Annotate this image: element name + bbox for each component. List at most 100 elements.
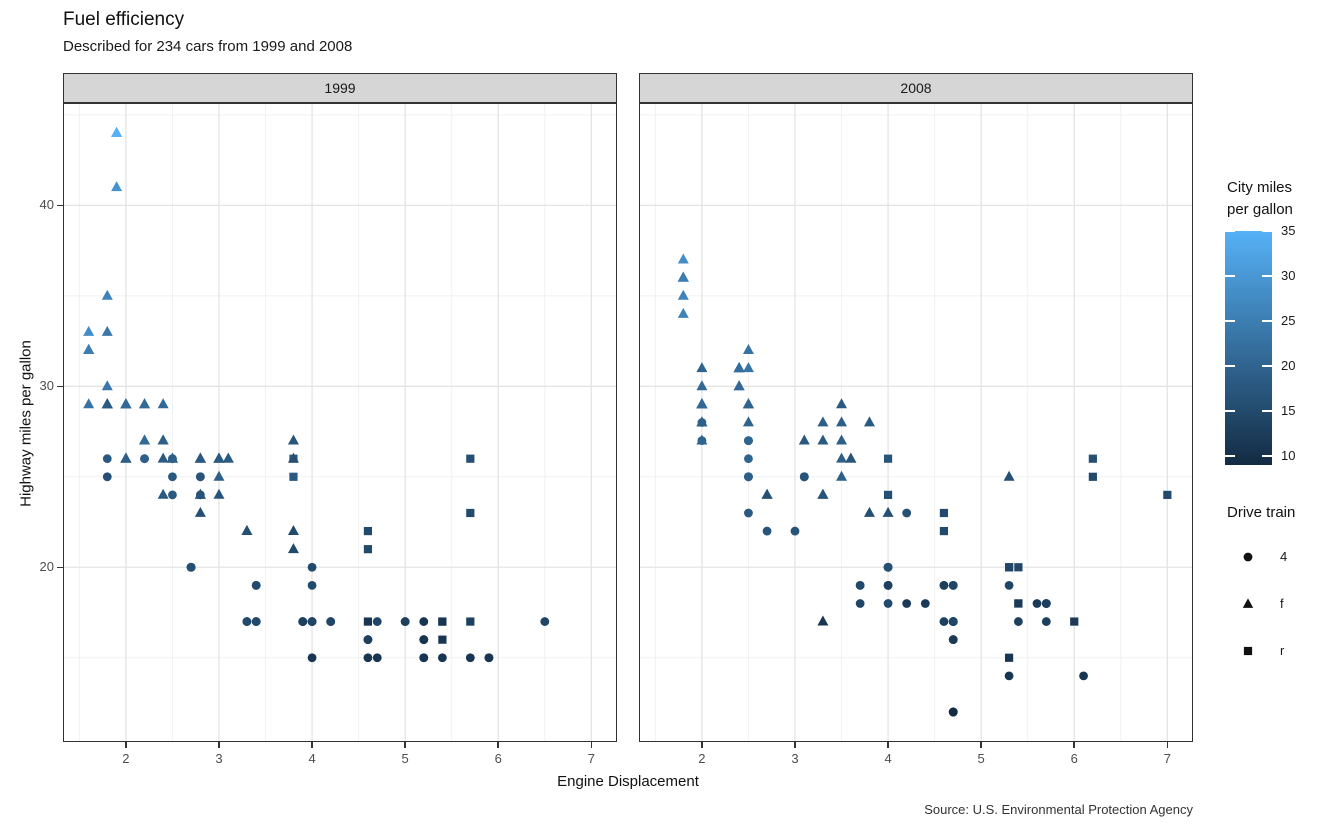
data-point-triangle xyxy=(157,398,169,409)
data-point-square xyxy=(1070,617,1079,626)
data-point-triangle xyxy=(863,506,875,517)
circle-key-icon xyxy=(1243,552,1253,562)
data-point-circle xyxy=(1013,617,1023,626)
data-point-triangle xyxy=(696,362,708,373)
data-point-circle xyxy=(168,472,177,482)
x-axis-tick xyxy=(590,742,593,748)
data-point-triangle xyxy=(742,416,754,427)
data-point-triangle xyxy=(101,380,113,391)
data-point-triangle xyxy=(120,398,132,409)
data-point-square xyxy=(289,472,298,481)
data-point-triangle xyxy=(1003,470,1015,481)
scatter-plot-1999 xyxy=(64,104,616,741)
data-point-triangle xyxy=(287,434,299,445)
x-axis-tick xyxy=(1073,742,1075,748)
data-point-triangle xyxy=(83,344,95,355)
data-point-triangle xyxy=(287,543,299,554)
data-point-triangle xyxy=(863,416,875,427)
data-point-circle xyxy=(363,635,373,645)
data-point-circle xyxy=(744,508,753,518)
data-point-circle xyxy=(1041,599,1051,608)
colorbar-tick xyxy=(1262,230,1272,232)
data-point-circle xyxy=(251,617,261,626)
data-point-circle xyxy=(251,580,261,590)
data-point-triangle xyxy=(733,380,745,391)
data-point-triangle xyxy=(733,362,745,373)
facet-strip-1999: 1999 xyxy=(63,73,617,103)
square-key-icon xyxy=(1243,646,1253,656)
colorbar-tick xyxy=(1225,455,1235,457)
colorbar-tick xyxy=(1262,455,1272,457)
data-point-triangle xyxy=(101,325,113,336)
data-point-square xyxy=(1004,653,1014,662)
data-point-circle xyxy=(1004,580,1014,590)
colorbar-tick xyxy=(1262,275,1272,277)
colorbar-tick xyxy=(1225,275,1235,277)
data-point-triangle xyxy=(287,524,299,535)
data-point-circle xyxy=(855,580,865,590)
data-point-triangle xyxy=(817,416,829,427)
data-point-triangle xyxy=(83,325,95,336)
y-axis-title: Highway miles per gallon xyxy=(17,340,35,507)
plot-subtitle: Described for 234 cars from 1999 and 200… xyxy=(63,38,353,55)
data-point-triangle xyxy=(677,271,689,282)
data-point-triangle xyxy=(677,253,689,264)
data-point-triangle xyxy=(817,488,829,499)
data-point-circle xyxy=(920,599,930,608)
x-axis-tick xyxy=(218,742,220,748)
data-point-triangle xyxy=(213,488,225,499)
shape-key-label: f xyxy=(1280,596,1284,611)
colorbar-legend-title-line1: City miles xyxy=(1227,179,1293,196)
x-axis-tick xyxy=(980,742,982,748)
colorbar-gradient xyxy=(1225,231,1272,465)
data-point-circle xyxy=(242,617,252,626)
colorbar-tick-label: 30 xyxy=(1281,268,1296,283)
data-point-triangle xyxy=(817,615,829,626)
data-point-circle xyxy=(484,653,494,663)
data-point-square xyxy=(438,617,447,626)
data-point-square xyxy=(883,454,893,463)
data-point-triangle xyxy=(836,470,848,481)
y-axis-tick-label: 40 xyxy=(39,197,54,213)
data-point-triangle xyxy=(157,452,169,463)
x-axis-tick xyxy=(794,742,796,748)
colorbar-tick xyxy=(1262,410,1272,412)
data-point-circle xyxy=(1004,671,1014,681)
data-point-circle xyxy=(168,490,177,500)
data-point-circle xyxy=(855,599,865,608)
data-point-triangle xyxy=(241,524,253,535)
data-point-circle xyxy=(326,617,336,626)
scatter-plot-2008 xyxy=(640,104,1192,741)
data-point-circle xyxy=(744,472,753,482)
data-point-circle xyxy=(363,653,373,663)
data-point-circle xyxy=(419,617,429,626)
colorbar-tick-label: 35 xyxy=(1281,223,1296,238)
y-axis-tick xyxy=(57,204,63,207)
data-point-triangle xyxy=(742,398,754,409)
data-point-circle xyxy=(1079,671,1088,681)
data-point-circle xyxy=(140,454,149,464)
data-point-circle xyxy=(939,617,949,626)
data-point-triangle xyxy=(696,398,708,409)
data-point-square xyxy=(363,545,373,554)
x-axis-tick-label: 4 xyxy=(308,751,316,766)
facet-strip-2008: 2008 xyxy=(639,73,1193,103)
y-axis-tick xyxy=(57,385,63,388)
colorbar-tick xyxy=(1262,365,1272,367)
data-point-circle xyxy=(168,454,177,464)
y-axis-tick xyxy=(57,566,63,569)
data-point-square xyxy=(1163,490,1172,499)
x-axis-tick-label: 7 xyxy=(1163,751,1171,766)
data-point-triangle xyxy=(157,488,169,499)
data-point-circle xyxy=(195,472,205,482)
data-point-triangle xyxy=(222,452,234,463)
data-point-triangle xyxy=(696,416,708,427)
data-point-circle xyxy=(883,562,893,572)
data-point-triangle xyxy=(194,452,206,463)
x-axis-tick-label: 3 xyxy=(791,751,799,766)
data-point-circle xyxy=(419,635,429,645)
data-point-circle xyxy=(883,599,893,608)
x-axis-tick-label: 3 xyxy=(215,751,223,766)
data-point-circle xyxy=(540,617,550,626)
